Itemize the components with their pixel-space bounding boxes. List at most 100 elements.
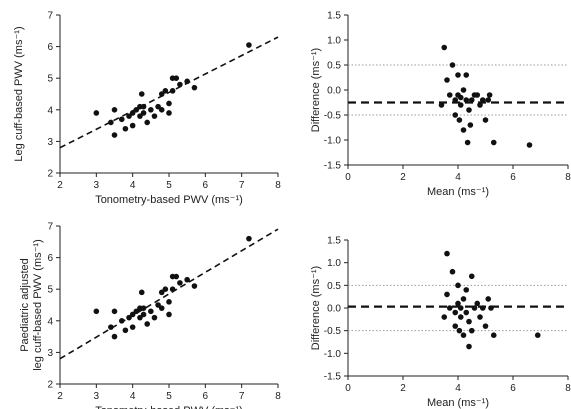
- y-tick-label: 2: [47, 380, 53, 391]
- data-point: [129, 324, 136, 330]
- data-point: [452, 112, 459, 118]
- data-point: [455, 282, 461, 289]
- data-point: [479, 305, 486, 311]
- data-point: [444, 250, 450, 257]
- data-point: [482, 117, 489, 123]
- data-point: [438, 102, 445, 108]
- y-tick-label: 5: [47, 285, 53, 296]
- data-point: [468, 97, 475, 103]
- data-point: [444, 291, 450, 298]
- data-point: [148, 107, 154, 113]
- y-axis-label: leg cuff-based PWV (ms⁻¹): [32, 239, 44, 371]
- data-point: [122, 125, 129, 132]
- data-point: [246, 42, 252, 48]
- data-point: [452, 309, 459, 316]
- data-point: [138, 289, 145, 296]
- data-point: [441, 44, 448, 51]
- panel-bottom-right: 0 2 4 6 8 -1.5 -1.0 -0.5 0.0 0.5 1.0 1.5 Mean (ms⁻¹)…: [310, 236, 571, 409]
- x-tick-label: 8: [275, 391, 281, 402]
- x-tick-label: 2: [57, 391, 63, 402]
- data-point: [118, 318, 125, 324]
- data-point: [137, 113, 143, 119]
- x-axis-label: Tonometry-based PWV (ms⁻¹): [95, 194, 243, 206]
- x-axis-label: Mean (ms⁻¹): [427, 186, 489, 198]
- data-point: [93, 110, 100, 116]
- data-point: [485, 97, 492, 103]
- data-point: [126, 113, 132, 119]
- data-point: [477, 314, 483, 320]
- data-point: [140, 305, 147, 311]
- data-point: [457, 94, 464, 101]
- y-tick-label: 0.0: [327, 304, 341, 315]
- y-tick-label: 6: [47, 42, 53, 53]
- data-point: [446, 92, 453, 98]
- data-point: [148, 308, 154, 315]
- data-point: [446, 305, 453, 311]
- data-point: [129, 110, 136, 116]
- data-point: [177, 81, 183, 88]
- data-point: [452, 97, 459, 103]
- y-tick-label: 1.5: [327, 236, 341, 247]
- x-tick-label: 5: [166, 180, 172, 191]
- y-tick-label: 3: [47, 348, 53, 359]
- data-point: [474, 300, 481, 307]
- y-tick-label: 0.0: [327, 86, 341, 97]
- x-tick-label: 8: [565, 383, 571, 394]
- data-point: [486, 92, 493, 98]
- data-point: [460, 87, 467, 93]
- data-point: [457, 314, 464, 320]
- data-point: [129, 122, 136, 129]
- data-point: [444, 77, 450, 83]
- x-tick-label: 8: [565, 172, 571, 183]
- y-tick-label: 7: [47, 222, 53, 233]
- data-point: [471, 305, 478, 311]
- data-point: [144, 321, 150, 327]
- data-point: [111, 132, 118, 138]
- data-point: [464, 139, 471, 146]
- data-point: [455, 300, 461, 307]
- y-tick-label: 0.5: [327, 61, 341, 72]
- data-point: [169, 286, 176, 293]
- x-tick-label: 0: [345, 172, 351, 183]
- x-tick-label: 4: [130, 180, 136, 191]
- data-point: [126, 314, 132, 321]
- data-point: [155, 103, 161, 110]
- y-tick-label: 1.5: [327, 11, 341, 22]
- data-point: [184, 78, 190, 85]
- data-point: [463, 97, 470, 103]
- data-point: [158, 305, 165, 311]
- y-tick-label: 7: [47, 11, 53, 22]
- data-point: [490, 332, 497, 339]
- data-point: [191, 283, 198, 289]
- y-tick-label: -0.5: [324, 111, 342, 122]
- data-point: [166, 299, 172, 305]
- data-point: [468, 273, 475, 280]
- x-tick-label: 4: [455, 172, 461, 183]
- data-point: [162, 88, 169, 94]
- data-point: [173, 75, 180, 81]
- data-point: [441, 314, 448, 320]
- x-tick-label: 6: [203, 391, 209, 402]
- regression-line: [59, 36, 279, 149]
- data-point: [184, 276, 190, 283]
- data-point: [108, 119, 114, 126]
- data-point: [191, 84, 198, 91]
- data-point: [463, 309, 470, 316]
- x-tick-label: 2: [57, 180, 63, 191]
- data-point: [162, 286, 169, 293]
- x-tick-label: 4: [455, 383, 461, 394]
- data-point: [140, 311, 147, 318]
- data-point: [460, 296, 467, 302]
- x-tick-label: 3: [94, 391, 100, 402]
- data-point: [158, 91, 165, 97]
- data-point: [122, 327, 129, 334]
- y-tick-label: 6: [47, 253, 53, 264]
- data-point: [457, 102, 464, 108]
- data-point: [133, 308, 140, 315]
- y-tick-label: 1.0: [327, 36, 341, 47]
- data-point: [166, 100, 172, 107]
- x-axis-label: Tonometry-based PWV (ms⁻¹): [95, 405, 243, 409]
- data-point: [155, 302, 161, 308]
- y-tick-label: -1.0: [324, 136, 342, 147]
- x-tick-label: 0: [345, 383, 351, 394]
